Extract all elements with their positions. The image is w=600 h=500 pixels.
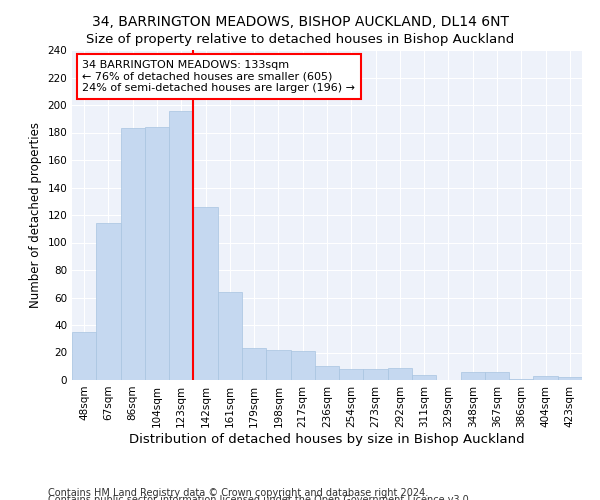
Bar — [121, 128, 145, 380]
Bar — [266, 350, 290, 380]
Text: Contains HM Land Registry data © Crown copyright and database right 2024.: Contains HM Land Registry data © Crown c… — [48, 488, 428, 498]
Bar — [339, 369, 364, 380]
Bar — [242, 348, 266, 380]
Bar — [145, 127, 169, 380]
Text: Contains public sector information licensed under the Open Government Licence v3: Contains public sector information licen… — [48, 495, 472, 500]
Bar — [388, 368, 412, 380]
Y-axis label: Number of detached properties: Number of detached properties — [29, 122, 42, 308]
Text: Size of property relative to detached houses in Bishop Auckland: Size of property relative to detached ho… — [86, 32, 514, 46]
Bar — [558, 377, 582, 380]
Bar — [218, 292, 242, 380]
Bar — [485, 372, 509, 380]
Text: 34, BARRINGTON MEADOWS, BISHOP AUCKLAND, DL14 6NT: 34, BARRINGTON MEADOWS, BISHOP AUCKLAND,… — [91, 15, 509, 29]
Bar — [412, 374, 436, 380]
Bar — [169, 110, 193, 380]
Text: 34 BARRINGTON MEADOWS: 133sqm
← 76% of detached houses are smaller (605)
24% of : 34 BARRINGTON MEADOWS: 133sqm ← 76% of d… — [82, 60, 355, 93]
Bar — [364, 369, 388, 380]
X-axis label: Distribution of detached houses by size in Bishop Auckland: Distribution of detached houses by size … — [129, 432, 525, 446]
Bar — [72, 332, 96, 380]
Bar — [96, 223, 121, 380]
Bar — [290, 351, 315, 380]
Bar — [461, 372, 485, 380]
Bar — [533, 376, 558, 380]
Bar — [315, 366, 339, 380]
Bar — [509, 378, 533, 380]
Bar — [193, 207, 218, 380]
